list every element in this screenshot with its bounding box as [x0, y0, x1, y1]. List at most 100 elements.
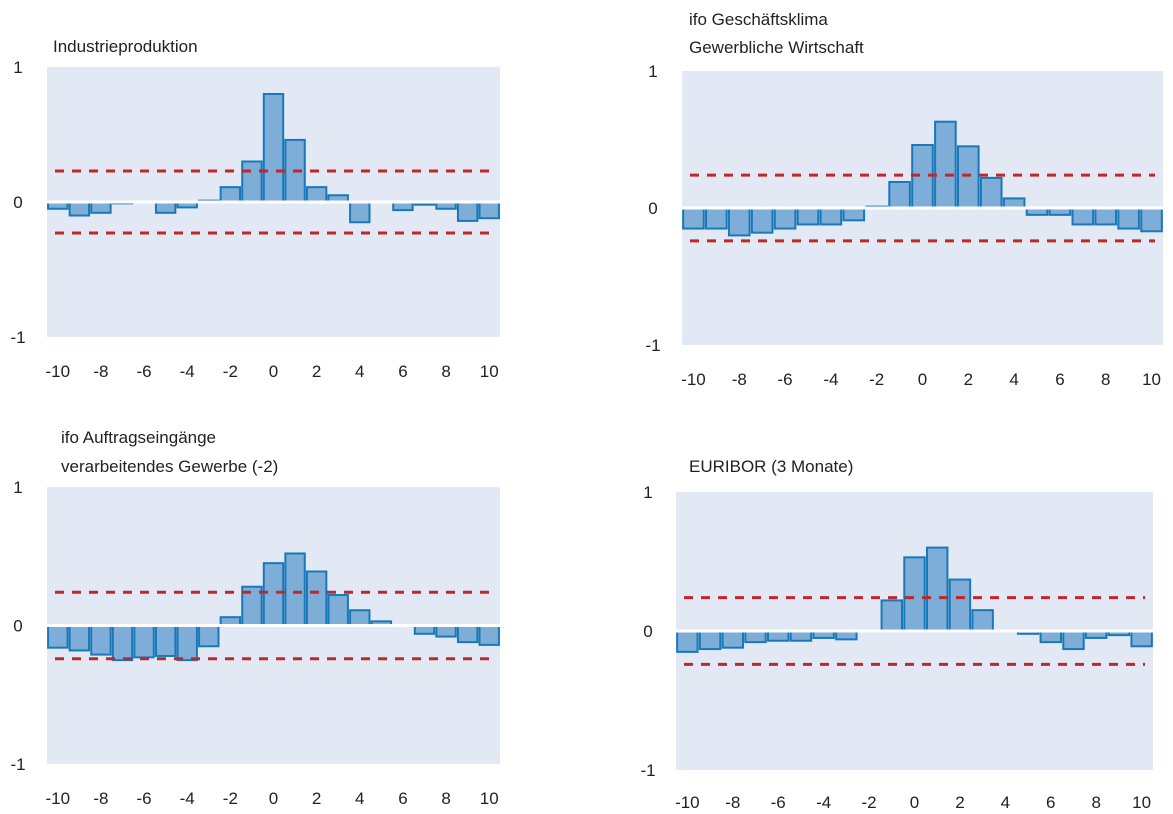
bar: [1094, 207, 1118, 226]
x-tick-label: -8: [93, 362, 108, 381]
bar: [154, 201, 177, 214]
bar: [957, 145, 980, 210]
x-tick-label: 0: [269, 789, 278, 808]
bar: [948, 578, 972, 633]
x-tick-label: -10: [681, 370, 706, 389]
x-tick-label: 2: [312, 789, 321, 808]
bar: [305, 186, 328, 203]
bar: [796, 207, 820, 226]
x-tick-label: -2: [223, 789, 238, 808]
bar: [842, 207, 866, 222]
x-tick-label: -4: [180, 362, 195, 381]
bar: [705, 207, 728, 230]
bar: [284, 552, 306, 627]
bar: [349, 201, 371, 224]
bar: [133, 624, 155, 659]
bar: [478, 201, 500, 220]
chart-title: Gewerbliche Wirtschaft: [689, 38, 864, 57]
y-tick-label: -1: [640, 761, 655, 780]
bar: [1117, 207, 1140, 230]
bar: [478, 624, 500, 646]
bar: [262, 562, 285, 627]
bar: [219, 186, 242, 203]
y-tick-label: 1: [648, 62, 657, 81]
chart-title: ifo Geschäftsklima: [689, 10, 828, 29]
x-tick-label: -2: [223, 362, 238, 381]
bar: [90, 201, 112, 214]
bar: [68, 624, 91, 652]
x-tick-label: -8: [93, 789, 108, 808]
x-tick-label: -10: [46, 789, 71, 808]
x-tick-label: -4: [180, 789, 195, 808]
bar: [1130, 630, 1153, 648]
bar: [721, 630, 744, 649]
x-tick-label: 4: [355, 789, 364, 808]
x-tick-label: -4: [816, 793, 831, 812]
y-tick-label: 0: [13, 193, 22, 212]
bar: [1071, 207, 1095, 226]
bar: [773, 207, 797, 230]
x-tick-label: 2: [964, 370, 973, 389]
y-tick-label: 0: [13, 617, 22, 636]
bar: [262, 93, 285, 203]
y-tick-label: 1: [643, 483, 652, 502]
x-tick-label: -6: [137, 362, 152, 381]
y-tick-label: -1: [10, 328, 25, 347]
bar: [744, 630, 767, 644]
x-tick-label: 10: [1142, 370, 1161, 389]
x-tick-label: -2: [869, 370, 884, 389]
bar: [971, 609, 994, 633]
x-tick-label: 4: [1009, 370, 1018, 389]
bar: [327, 594, 349, 627]
bar: [903, 556, 926, 633]
x-tick-label: 0: [918, 370, 927, 389]
x-tick-label: 8: [441, 789, 450, 808]
chart-title: Industrieproduktion: [53, 37, 198, 56]
bar: [111, 624, 134, 662]
x-tick-label: -8: [725, 793, 740, 812]
x-tick-label: -8: [732, 370, 747, 389]
bar: [1039, 630, 1063, 644]
x-tick-label: 6: [398, 789, 407, 808]
x-tick-label: 8: [1091, 793, 1100, 812]
y-tick-label: 0: [643, 622, 652, 641]
bar: [819, 207, 843, 226]
panel-industrieproduktion: -101-10 -8 -6 -4 -2 0 2 4 6 8 10Industrieproduktio…: [10, 37, 500, 381]
bar: [305, 570, 328, 627]
x-tick-label: 6: [1046, 793, 1055, 812]
bar: [456, 624, 479, 644]
bar: [880, 599, 903, 632]
bar: [682, 207, 705, 230]
x-tick-label: 6: [398, 362, 407, 381]
bar: [1062, 630, 1085, 651]
y-tick-label: 0: [648, 199, 657, 218]
bar: [925, 546, 949, 632]
x-tick-label: 10: [1132, 793, 1151, 812]
bar: [456, 201, 479, 222]
x-tick-label: -4: [823, 370, 838, 389]
bar: [888, 180, 911, 210]
bar: [198, 624, 220, 648]
x-tick-label: 2: [312, 362, 321, 381]
x-tick-label: 6: [1055, 370, 1064, 389]
bar: [349, 609, 371, 627]
bar: [676, 630, 699, 653]
chart-title: verarbeitendes Gewerbe (-2): [61, 457, 278, 476]
x-tick-label: 4: [1001, 793, 1010, 812]
bar: [176, 624, 198, 662]
bar: [435, 624, 457, 638]
bar: [934, 120, 957, 209]
bar: [90, 624, 112, 656]
x-tick-label: 0: [910, 793, 919, 812]
x-tick-label: 2: [955, 793, 964, 812]
x-tick-label: 0: [269, 362, 278, 381]
y-tick-label: -1: [645, 336, 660, 355]
y-tick-label: -1: [10, 755, 25, 774]
x-tick-label: 10: [480, 362, 499, 381]
x-tick-label: 10: [480, 789, 499, 808]
bar: [154, 624, 177, 657]
x-tick-label: -10: [46, 362, 71, 381]
